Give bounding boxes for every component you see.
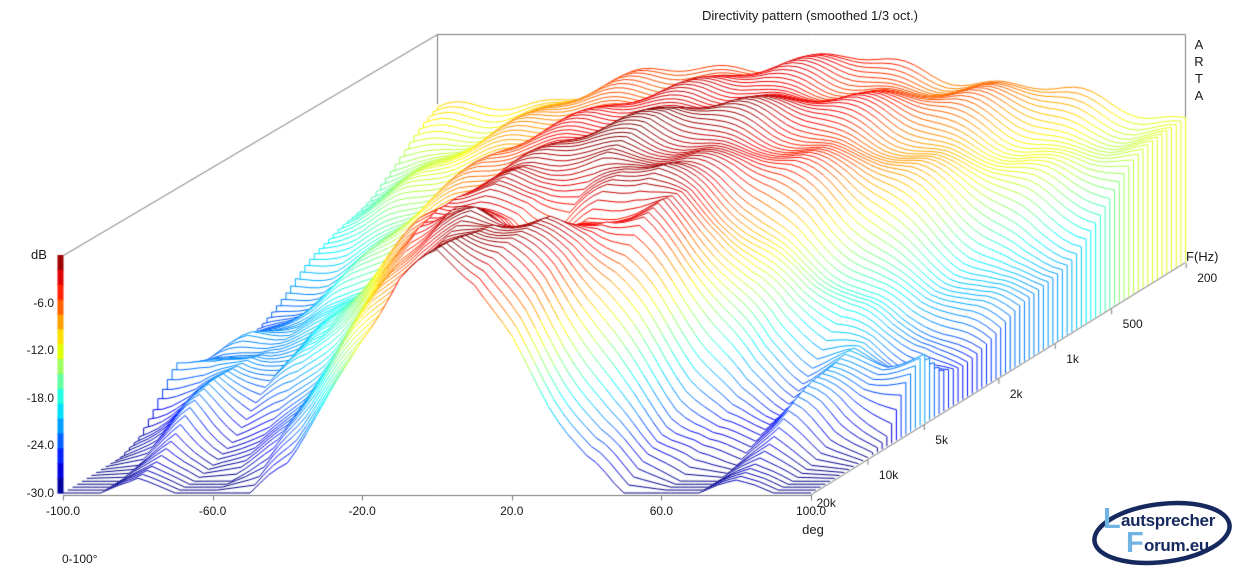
angle-tick-label: 100.0 xyxy=(795,504,827,518)
logo-word-orum-eu: orum.eu xyxy=(1144,536,1209,555)
freq-tick-label: 20k xyxy=(816,495,836,510)
angle-tick-label: 60.0 xyxy=(649,504,674,518)
logo-word-autsprecher: autsprecher xyxy=(1121,511,1216,530)
lautsprecherforum-logo: L autsprecher F orum.eu xyxy=(1090,500,1239,570)
angle-tick-label: -20.0 xyxy=(348,504,376,518)
arta-letter: A xyxy=(1194,88,1204,103)
arta-letter: T xyxy=(1195,71,1203,86)
angle-tick-label: -100.0 xyxy=(45,504,81,518)
arta-letter: R xyxy=(1194,54,1204,69)
logo-initial-l: L xyxy=(1103,503,1121,535)
colorbar-tick-label: -18.0 xyxy=(26,390,54,405)
colorbar-tick-label: -12.0 xyxy=(26,343,54,358)
freq-tick-label: 1k xyxy=(1066,352,1079,367)
angle-axis-title: deg xyxy=(802,522,824,537)
freq-tick-label: 500 xyxy=(1122,317,1143,332)
chart-title: Directivity pattern (smoothed 1/3 oct.) xyxy=(701,8,919,23)
arta-letter: A xyxy=(1194,37,1204,52)
logo-ellipse-swoosh xyxy=(1092,500,1232,566)
freq-tick-label: 10k xyxy=(878,467,899,482)
angle-tick-label: 20.0 xyxy=(500,504,524,518)
colorbar-tick-label: -24.0 xyxy=(26,438,54,453)
colorbar-tick-label: -30.0 xyxy=(26,486,54,500)
colorbar-unit-label: dB xyxy=(31,247,47,262)
freq-tick-label: 5k xyxy=(935,432,948,447)
freq-tick-label: 200 xyxy=(1197,271,1218,286)
angle-tick-label: -60.0 xyxy=(198,504,227,518)
freq-tick-label: 2k xyxy=(1009,386,1023,401)
logo-initial-f: F xyxy=(1126,527,1144,559)
colorbar-tick-label: -6.0 xyxy=(33,295,54,310)
freq-axis-title: F(Hz) xyxy=(1186,249,1219,264)
angle-range-note: 0-100° xyxy=(62,552,98,566)
